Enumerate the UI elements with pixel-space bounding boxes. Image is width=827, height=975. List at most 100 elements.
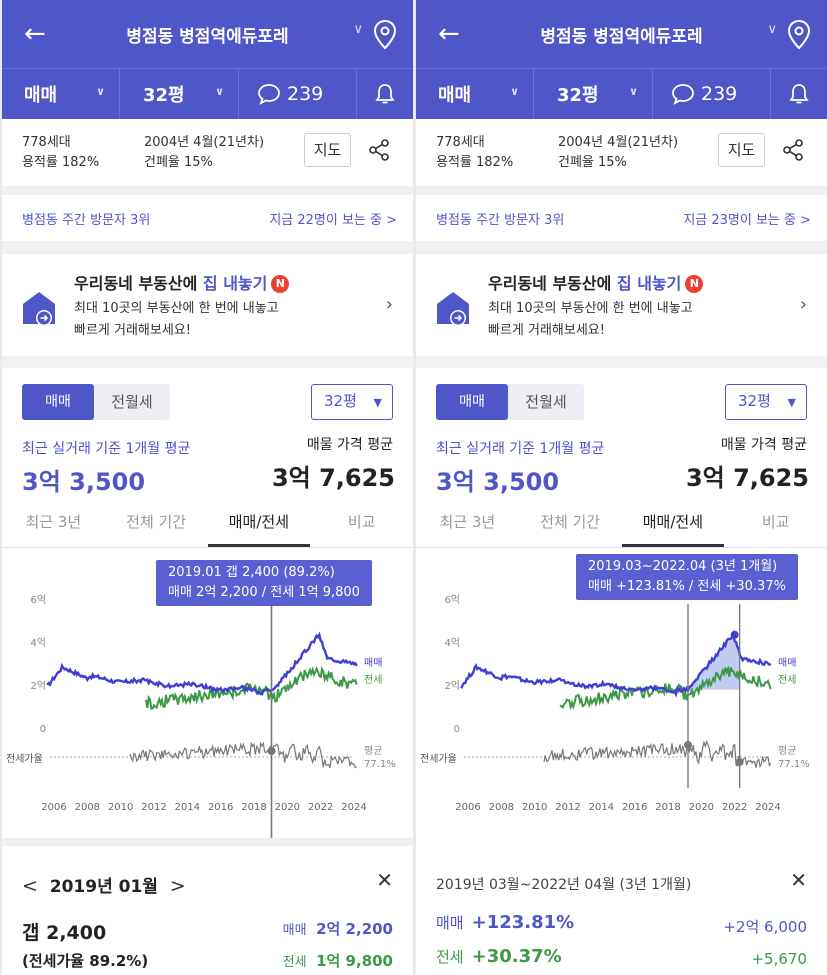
sale-change: 매매 +123.81% bbox=[436, 912, 575, 933]
range-detail: 2019년 03월~2022년 04월 (3년 1개월) ✕ 매매 +123.81… bbox=[416, 846, 827, 975]
size-select[interactable]: 32평 ∨ bbox=[534, 69, 653, 119]
x-tick-label: 2016 bbox=[622, 802, 647, 813]
listing-avg-label: 매물 가격 평균 bbox=[306, 437, 393, 453]
listing-promo-banner[interactable]: 우리동네 부동산에 집 내놓기 N 최대 10곳의 부동산에 한 번에 내놓고 빠르… bbox=[416, 254, 827, 356]
promo-title: 우리동네 부동산에 집 내놓기 N bbox=[488, 270, 704, 294]
segment-sale[interactable]: 매매 bbox=[22, 384, 94, 420]
chevron-right-icon[interactable]: › bbox=[799, 294, 807, 315]
next-month-button[interactable]: > bbox=[169, 875, 186, 897]
floor-area-ratio: 용적률 182% bbox=[436, 155, 514, 170]
chart-tooltip: 2019.01 갭 2,400 (89.2%) 매매 2억 2,200 / 전세… bbox=[156, 560, 372, 606]
title-chevron-down-icon[interactable]: ∨ bbox=[767, 22, 777, 37]
segment-sale[interactable]: 매매 bbox=[436, 384, 508, 420]
comments-button[interactable]: 239 bbox=[239, 69, 357, 119]
chart-tabs: 최근 3년 전체 기간 매매/전세 비교 bbox=[416, 508, 827, 548]
tooltip-line-1: 2019.01 갭 2,400 (89.2%) bbox=[168, 565, 335, 580]
tab-compare[interactable]: 비교 bbox=[347, 513, 376, 531]
jeonse-ratio: (전세가율 89.2%) bbox=[22, 952, 149, 970]
map-button[interactable]: 지도 bbox=[304, 133, 351, 167]
sale-series-label: 매매 bbox=[778, 657, 796, 669]
price-chart[interactable]: 6억 4억 2억 0 2006 2008 2010 2012 2014 2016 2018 2020 2… bbox=[2, 548, 413, 838]
y-tick-label: 2억 bbox=[30, 680, 46, 692]
triangle-down-icon: ▼ bbox=[787, 396, 796, 409]
share-icon[interactable] bbox=[368, 139, 390, 161]
sale-line bbox=[46, 631, 358, 696]
avg-trade-value: 3억 3,500 bbox=[22, 468, 146, 496]
segment-rent[interactable]: 전월세 bbox=[525, 393, 567, 411]
jeonse-price: 전세 1억 9,800 bbox=[282, 952, 393, 970]
tab-recent-3y[interactable]: 최근 3년 bbox=[439, 513, 496, 531]
back-arrow-icon[interactable]: ← bbox=[24, 19, 46, 49]
built-date: 2004년 4월(21년차) bbox=[558, 135, 679, 150]
visitor-bar[interactable]: 병점동 주간 방문자 3위 지금 22명이 보는 중 > bbox=[2, 195, 413, 241]
comments-button[interactable]: 239 bbox=[653, 69, 771, 119]
share-icon[interactable] bbox=[782, 139, 804, 161]
map-button[interactable]: 지도 bbox=[718, 133, 765, 167]
sale-series-label: 매매 bbox=[364, 657, 382, 669]
avg-trade-label: 최근 실거래 기준 1개월 평균 bbox=[436, 441, 605, 457]
x-tick-label: 2012 bbox=[141, 802, 166, 813]
x-tick-label: 2020 bbox=[689, 802, 714, 813]
trade-segment-control[interactable]: 매매 전월세 bbox=[22, 384, 170, 420]
y-tick-label: 4억 bbox=[444, 637, 460, 649]
promo-text: 최대 10곳의 부동산에 한 번에 내놓고 빠르게 거래해보세요! bbox=[74, 301, 279, 338]
notification-button[interactable] bbox=[357, 69, 413, 119]
size-dropdown[interactable]: 32평 ▼ bbox=[311, 384, 393, 420]
trade-type-select[interactable]: 매매 ∨ bbox=[2, 69, 120, 119]
tab-sale-jeonse[interactable]: 매매/전세 bbox=[621, 508, 725, 547]
x-tick-label: 2006 bbox=[41, 802, 66, 813]
listing-promo-banner[interactable]: 우리동네 부동산에 집 내놓기 N 최대 10곳의 부동산에 한 번에 내놓고 빠르… bbox=[2, 254, 413, 356]
selected-period: 2019년 03월~2022년 04월 (3년 1개월) bbox=[436, 877, 692, 893]
title-chevron-down-icon[interactable]: ∨ bbox=[353, 22, 363, 37]
promo-text: 최대 10곳의 부동산에 한 번에 내놓고 빠르게 거래해보세요! bbox=[488, 301, 693, 338]
x-tick-label: 2016 bbox=[208, 802, 233, 813]
speech-bubble-icon bbox=[258, 84, 280, 105]
back-arrow-icon[interactable]: ← bbox=[438, 19, 460, 49]
tab-sale-jeonse[interactable]: 매매/전세 bbox=[207, 508, 311, 547]
viewing-now-link[interactable]: 지금 23명이 보는 중 > bbox=[683, 213, 811, 228]
x-tick-label: 2018 bbox=[655, 802, 680, 813]
close-icon[interactable]: ✕ bbox=[376, 868, 393, 892]
households: 778세대 bbox=[436, 135, 485, 150]
y-tick-label: 6억 bbox=[30, 594, 46, 606]
y-tick-label: 4억 bbox=[30, 637, 46, 649]
x-tick-label: 2024 bbox=[755, 802, 780, 813]
complex-info: 778세대 용적률 182% 2004년 4월(21년차) 건폐율 15% 지도 bbox=[2, 119, 413, 186]
tab-all-period[interactable]: 전체 기간 bbox=[126, 513, 187, 531]
close-icon[interactable]: ✕ bbox=[790, 868, 807, 892]
x-tick-label: 2010 bbox=[108, 802, 133, 813]
app-header: ← 병점동 병점역에듀포레 ∨ 매매 ∨ 32평 ∨ 239 bbox=[2, 0, 413, 119]
location-pin-icon[interactable] bbox=[371, 18, 399, 52]
jeonse-series-label: 전세 bbox=[778, 674, 796, 686]
avg-trade-value: 3억 3,500 bbox=[436, 468, 560, 496]
tab-compare[interactable]: 비교 bbox=[761, 513, 790, 531]
trade-type-select[interactable]: 매매 ∨ bbox=[416, 69, 534, 119]
prev-month-button[interactable]: < bbox=[22, 875, 38, 897]
notification-button[interactable] bbox=[771, 69, 827, 119]
complex-title[interactable]: 병점동 병점역에듀포레 bbox=[540, 27, 703, 47]
tooltip-line-2: 매매 2억 2,200 / 전세 1억 9,800 bbox=[168, 585, 360, 600]
size-select[interactable]: 32평 ∨ bbox=[120, 69, 239, 119]
visitor-bar[interactable]: 병점동 주간 방문자 3위 지금 23명이 보는 중 > bbox=[416, 195, 827, 241]
viewing-now-link[interactable]: 지금 22명이 보는 중 > bbox=[269, 213, 397, 228]
tab-all-period[interactable]: 전체 기간 bbox=[540, 513, 601, 531]
complex-title[interactable]: 병점동 병점역에듀포레 bbox=[126, 27, 289, 47]
segment-rent[interactable]: 전월세 bbox=[111, 393, 153, 411]
y-tick-label: 0 bbox=[454, 724, 460, 735]
new-badge: N bbox=[271, 275, 290, 293]
size-dropdown[interactable]: 32평 ▼ bbox=[725, 384, 807, 420]
bell-icon bbox=[375, 84, 395, 104]
price-chart[interactable]: 6억 4억 2억 0 2006 2008 2010 2012 2014 2016 2018 2020 2… bbox=[416, 548, 827, 838]
chevron-right-icon[interactable]: › bbox=[385, 294, 393, 315]
coverage-ratio: 건폐율 15% bbox=[144, 155, 213, 170]
ratio-avg-label: 평균 bbox=[778, 745, 796, 757]
tooltip-line-2: 매매 +123.81% / 전세 +30.37% bbox=[588, 579, 786, 594]
trade-type-value: 매매 bbox=[438, 85, 472, 106]
house-upload-icon bbox=[437, 292, 469, 326]
app-header: ← 병점동 병점역에듀포레 ∨ 매매 ∨ 32평 ∨ 239 bbox=[416, 0, 827, 119]
location-pin-icon[interactable] bbox=[785, 18, 813, 52]
x-tick-label: 2022 bbox=[722, 802, 747, 813]
price-chart-svg: 6억 4억 2억 0 2006 2008 2010 2012 2014 2016 2018 2020 2… bbox=[6, 594, 396, 838]
tab-recent-3y[interactable]: 최근 3년 bbox=[25, 513, 82, 531]
trade-segment-control[interactable]: 매매 전월세 bbox=[436, 384, 584, 420]
